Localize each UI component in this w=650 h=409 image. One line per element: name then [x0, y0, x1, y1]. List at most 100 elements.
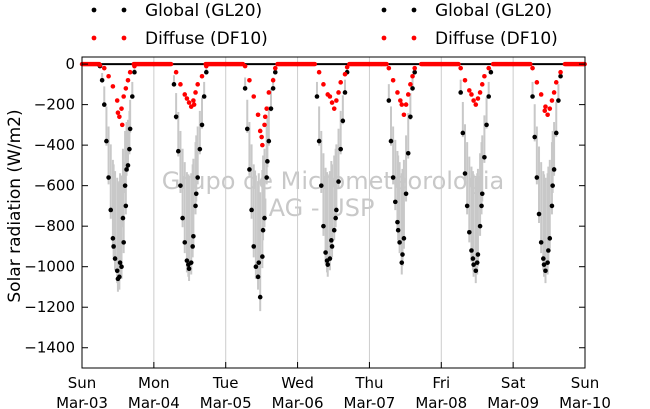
data-point-diffuse: [173, 69, 179, 75]
data-point-diffuse: [534, 80, 540, 85]
data-point-global: [412, 69, 417, 75]
data-point-global: [130, 94, 135, 99]
data-point-diffuse: [479, 82, 485, 87]
data-point-global: [336, 179, 341, 184]
data-point-global: [110, 236, 116, 241]
data-point-global: [399, 260, 405, 265]
data-point-global: [464, 203, 470, 209]
data-point-global: [541, 262, 547, 267]
data-point-diffuse: [266, 90, 272, 95]
data-point-global: [390, 175, 396, 180]
legend-marker: [121, 35, 127, 41]
data-point-global: [184, 258, 190, 263]
data-point-global: [253, 264, 259, 269]
data-point-global: [270, 86, 276, 91]
plot-frame: [81, 56, 586, 369]
data-point-global: [260, 227, 266, 233]
data-point-diffuse: [119, 122, 125, 128]
y-tick-label: −600: [34, 177, 75, 195]
data-point-diffuse: [262, 122, 267, 128]
data-point-global: [458, 90, 463, 95]
data-point-diffuse: [255, 112, 261, 118]
data-point-diffuse: [473, 102, 479, 107]
x-tick-date: Mar-09: [487, 394, 539, 409]
data-point-diffuse: [193, 90, 198, 95]
data-point-global: [195, 175, 200, 180]
data-point-global: [111, 244, 116, 249]
data-point-global: [334, 207, 339, 213]
data-point-global: [268, 106, 274, 111]
data-point-diffuse: [110, 84, 116, 89]
data-point-global: [482, 154, 487, 160]
data-point-global: [197, 146, 203, 152]
data-point-global: [460, 130, 466, 136]
x-tick-day: Sun: [571, 374, 600, 392]
data-point-diffuse: [482, 73, 487, 79]
data-point-diffuse: [191, 98, 196, 103]
data-point-global: [120, 215, 126, 221]
data-point-global: [388, 138, 394, 144]
data-point-global: [329, 238, 334, 243]
data-point-diffuse: [386, 65, 392, 71]
data-point-diffuse: [259, 134, 264, 140]
data-point-global: [477, 223, 483, 229]
x-tick-day: Fri: [432, 374, 450, 392]
x-tick-day: Tue: [212, 374, 239, 392]
watermark-line-2: IAG - USP: [262, 194, 375, 222]
data-point-diffuse: [408, 82, 413, 87]
data-point-global: [108, 207, 114, 213]
data-point-global: [340, 118, 346, 124]
data-point-global: [251, 244, 257, 249]
data-point-global: [408, 114, 413, 120]
data-point-global: [117, 260, 123, 265]
data-point-diffuse: [547, 106, 553, 111]
x-tick-date: Mar-03: [56, 394, 108, 409]
data-point-global: [551, 167, 557, 172]
data-point-diffuse: [331, 106, 337, 111]
x-tick-day: Wed: [281, 374, 314, 392]
data-point-diffuse: [186, 100, 192, 105]
x-axis: Sun Mar-03 Mon Mar-04 Tue Mar-05 Wed Mar-06 Thu M…: [56, 362, 611, 409]
data-point-global: [180, 215, 185, 221]
x-tick-day: Thu: [354, 374, 383, 392]
legend-label: Global (GL20): [435, 1, 552, 21]
data-point-global: [392, 199, 398, 205]
data-point-diffuse: [410, 73, 415, 79]
data-point-diffuse: [467, 88, 472, 93]
data-point-global: [249, 207, 254, 213]
legend-marker: [91, 35, 97, 41]
data-point-diffuse: [312, 61, 318, 67]
data-point-global: [182, 240, 188, 245]
data-point-global: [112, 256, 118, 261]
data-point-global: [106, 175, 111, 180]
data-point-diffuse: [132, 63, 137, 69]
data-point-diffuse: [114, 98, 120, 103]
data-point-global: [186, 262, 191, 267]
data-point-diffuse: [264, 106, 269, 111]
legend-marker: [411, 7, 417, 13]
data-point-diffuse: [553, 80, 559, 85]
data-point-global: [264, 175, 269, 180]
data-point-global: [403, 191, 409, 197]
data-point-diffuse: [178, 82, 183, 87]
data-point-global: [329, 244, 335, 249]
data-point-global: [324, 258, 330, 263]
data-point-global: [556, 98, 561, 103]
data-point-diffuse: [127, 69, 133, 75]
y-tick-label: −1200: [24, 298, 75, 316]
y-tick-label: −1400: [24, 339, 75, 357]
data-point-global: [171, 82, 177, 87]
data-point-global: [401, 236, 407, 241]
data-point-diffuse: [199, 73, 205, 79]
data-point-diffuse: [469, 92, 474, 97]
data-point-global: [114, 268, 120, 274]
data-point-global: [123, 203, 129, 209]
data-point-global: [470, 256, 476, 261]
data-point-diffuse: [316, 69, 322, 75]
data-point-global: [545, 260, 550, 265]
data-point-global: [338, 146, 343, 152]
y-axis-label: Solar radiation (W/m2): [5, 109, 25, 302]
data-point-global: [553, 130, 559, 136]
legend-label: Diffuse (DF10): [145, 29, 268, 49]
x-tick-date: Mar-05: [200, 394, 252, 409]
